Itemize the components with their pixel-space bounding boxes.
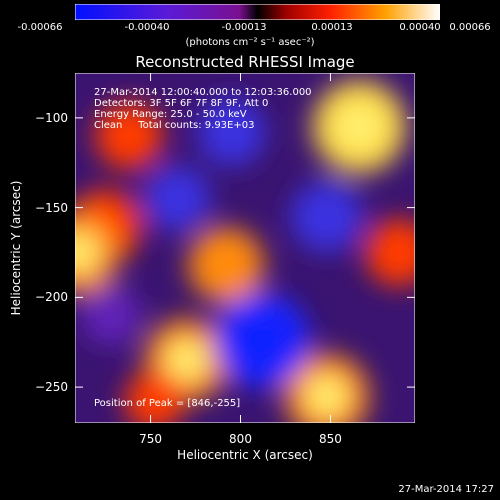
heatmap-blob-core: [336, 103, 383, 151]
peak-position: Position of Peak = [846,-255]: [94, 398, 241, 409]
chart-title: Reconstructed RHESSI Image: [135, 53, 355, 71]
heatmap-blob: [144, 165, 211, 232]
x-tick-label: 850: [318, 432, 342, 446]
colorbar-tick: 0.00066: [449, 22, 491, 33]
datestamp: 27-Mar-2014 17:27: [398, 484, 494, 495]
heatmap-blob-core: [165, 339, 208, 382]
y-tick-label: −150: [35, 200, 68, 215]
colorbar-tick-labels: -0.00066 -0.00040 -0.00013 0.00013 0.000…: [0, 22, 500, 36]
colorbar-tick: -0.00013: [221, 22, 267, 33]
heatmap-features: [75, 80, 415, 423]
heatmap-blob: [124, 371, 185, 423]
axis-ticks: [75, 73, 415, 423]
heatmap-plot: [75, 73, 415, 423]
x-tick-label: 750: [139, 432, 162, 446]
heatmap-blob-core: [75, 232, 100, 273]
info-line-3: Energy Range: 25.0 - 50.0 keV: [94, 109, 247, 120]
y-tick-label: −250: [35, 380, 68, 395]
info-line-1: 27-Mar-2014 12:00:40.000 to 12:03:36.000: [94, 87, 312, 98]
heatmap-blob-core: [305, 374, 349, 418]
colorbar-tick: 0.00013: [311, 22, 353, 33]
info-line-4: Clean Total counts: 9.93E+03: [94, 120, 255, 131]
heatmap-blob: [188, 227, 264, 303]
colorbar-unit: (photons cm⁻² s⁻¹ asec⁻²): [185, 37, 315, 48]
heatmap-blob-core: [238, 316, 287, 365]
heatmap-blob: [81, 285, 141, 346]
heatmap-blob: [291, 180, 363, 253]
colorbar-tick: -0.00040: [124, 22, 170, 33]
heatmap-blob: [365, 218, 415, 287]
colorbar-tick: 0.00040: [399, 22, 441, 33]
y-tick-label: −200: [35, 290, 68, 305]
x-tick-label: 800: [229, 432, 252, 446]
info-line-2: Detectors: 3F 5F 6F 7F 8F 9F, Att 0: [94, 98, 269, 109]
y-tick-label: −100: [35, 110, 68, 125]
y-axis-label: Heliocentric Y (arcsec): [9, 180, 23, 316]
heatmap-blob: [197, 98, 266, 167]
heatmap-blob: [95, 102, 163, 170]
colorbar: [75, 4, 440, 20]
x-axis-label: Heliocentric X (arcsec): [177, 448, 313, 462]
colorbar-tick: -0.00066: [17, 22, 63, 33]
